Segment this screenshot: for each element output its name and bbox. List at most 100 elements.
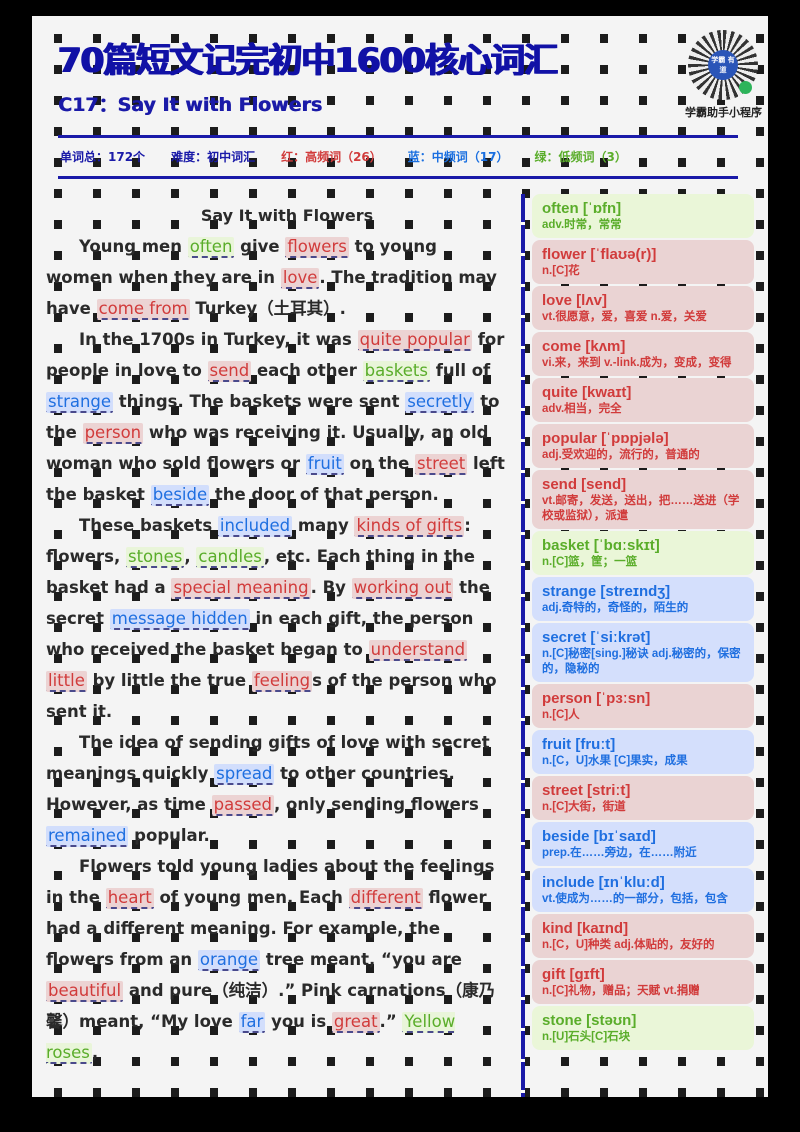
paragraph: The idea of sending gifts of love with s… [46,727,508,851]
vocab-word: basket [ˈbɑːskɪt] [542,537,660,554]
highlighted-word[interactable]: flowers [285,237,349,258]
passage-text: The idea of sending gifts of love with s… [46,733,490,783]
highlighted-word[interactable]: remained [46,826,129,847]
passage-text: popular. [128,826,210,845]
vocab-card[interactable]: come [kʌm] vi.来，来到 v.-link.成为，变成，变得 [532,332,754,376]
highlighted-word[interactable]: feeling [251,671,313,692]
header: 70篇短文记完初中1600核心词汇 C17：Say It with Flower… [58,40,738,117]
mini-program-icon [739,81,752,94]
passage-text: the secret [46,578,490,628]
highlighted-word[interactable]: quite popular [357,330,472,351]
highlighted-word[interactable]: often [187,237,235,258]
passage-text: of young men. Each [153,888,349,907]
paragraph: Young men often give flowers to young wo… [46,231,508,324]
vocab-definition: n.[U]石头[C]石块 [542,1031,631,1043]
highlighted-word[interactable]: special meaning [171,578,311,599]
vocab-card[interactable]: flower [ˈflaʊə(r)] n.[C]花 [532,240,754,284]
vocab-card[interactable]: love [lʌv] vt.很愿意，爱，喜爱 n.爱，关爱 [532,286,754,330]
passage-text: to other countries. However, as time [46,764,455,814]
qr-label: 学霸助手小程序 [685,106,762,119]
qr-logo: 学霸 有道 [708,50,738,80]
vocab-card[interactable]: kind [kaɪnd] n.[C，U]种类 adj.体贴的，友好的 [532,914,754,958]
vocab-definition: n.[C]秘密[sing.]秘诀 adj.秘密的，保密的，隐秘的 [542,648,741,675]
highlighted-word[interactable]: far [238,1012,266,1033]
vocab-word: person [ˈpɜːsn] [542,690,651,707]
vocab-card[interactable]: quite [kwaɪt] adv.相当，完全 [532,378,754,422]
page-title: 70篇短文记完初中1600核心词汇 [58,41,558,81]
highlighted-word[interactable]: spread [214,764,275,785]
passage-text: These baskets [79,516,218,535]
qr-code-icon[interactable]: 学霸 有道 [688,30,758,100]
passage-text: tree meant, “you are [260,950,462,969]
highlighted-word[interactable]: beside [150,485,210,506]
vocab-card[interactable]: basket [ˈbɑːskɪt] n.[C]篮，筐；一篮 [532,531,754,575]
vocab-word: often [ˈɒfn] [542,200,622,217]
highlighted-word[interactable]: great [331,1012,380,1033]
stat-level: 难度：初中词汇 [171,150,256,164]
vocab-word: send [send] [542,476,627,493]
vocab-card[interactable]: gift [gɪft] n.[C]礼物，赠品；天赋 vt.捐赠 [532,960,754,1004]
vocab-card[interactable]: secret [ˈsiːkrət] n.[C]秘密[sing.]秘诀 adj.秘密… [532,623,754,682]
vocab-word: strange [streɪndʒ] [542,583,671,600]
highlighted-word[interactable]: different [348,888,423,909]
vocab-card[interactable]: often [ˈɒfn] adv.时常，常常 [532,194,754,238]
highlighted-word[interactable]: beautiful [46,981,124,1002]
passage-text: , etc. Each thing in the basket had a [46,547,475,597]
highlighted-word[interactable]: send [207,361,252,382]
passage-text: each other [251,361,363,380]
stat-green: 绿：低频词（3） [534,150,627,164]
vocab-card[interactable]: popular [ˈpɒpjələ] adj.受欢迎的，流行的，普通的 [532,424,754,468]
vocab-card[interactable]: beside [bɪˈsaɪd] prep.在……旁边，在……附近 [532,822,754,866]
vocab-card[interactable]: person [ˈpɜːsn] n.[C]人 [532,684,754,728]
highlighted-word[interactable]: understand [368,640,468,661]
vocab-word: popular [ˈpɒpjələ] [542,430,669,447]
stat-blue: 蓝：中频词（17） [407,150,509,164]
highlighted-word[interactable]: come from [96,299,190,320]
highlighted-word[interactable]: candles [196,547,264,568]
vocab-definition: vt.很愿意，爱，喜爱 n.爱，关爱 [542,311,707,323]
highlighted-word[interactable]: heart [105,888,154,909]
vocab-word: street [striːt] [542,782,631,799]
vocab-definition: adj.受欢迎的，流行的，普通的 [542,449,700,461]
vocab-card[interactable]: send [send] vt.邮寄，发送，送出，把……送进（学校或监狱），派遣 [532,470,754,529]
vocab-word: come [kʌm] [542,338,626,355]
highlighted-word[interactable]: person [82,423,144,444]
vocab-definition: vt.使成为……的一部分，包括，包含 [542,893,728,905]
highlighted-word[interactable]: orange [197,950,260,971]
highlighted-word[interactable]: fruit [305,454,344,475]
highlighted-word[interactable]: kinds of gifts [354,516,465,537]
highlighted-word[interactable]: baskets [362,361,430,382]
vocab-card[interactable]: fruit [fruːt] n.[C，U]水果 [C]果实，成果 [532,730,754,774]
passage-text: to young women when they are in [46,237,437,287]
vocab-card[interactable]: street [striːt] n.[C]大街，街道 [532,776,754,820]
passage-text: the door of that person. [209,485,439,504]
passage-text: things. The baskets were sent [113,392,406,411]
passage-text: . The tradition may have [46,268,497,318]
passage-text: , only sending flowers [274,795,479,814]
highlighted-word[interactable]: working out [351,578,454,599]
highlighted-word[interactable]: strange [46,392,114,413]
highlighted-word[interactable]: little [46,671,87,692]
vocab-word: kind [kaɪnd] [542,920,629,937]
vocab-definition: n.[C，U]水果 [C]果实，成果 [542,755,688,767]
passage-text: : flowers, [46,516,471,566]
highlighted-word[interactable]: secretly [405,392,475,413]
highlighted-word[interactable]: love [280,268,320,289]
vocab-card[interactable]: stone [stəʊn] n.[U]石头[C]石块 [532,1006,754,1050]
highlighted-word[interactable]: message hidden [109,609,250,630]
passage-text: Flowers told young ladies about the feel… [46,857,495,907]
column-divider [521,194,525,1097]
passage-text: Turkey（土耳其）. [189,299,346,318]
vocab-card[interactable]: include [ɪnˈkluːd] vt.使成为……的一部分，包括，包含 [532,868,754,912]
passage-text: , [91,1043,99,1062]
stat-red: 红：高频词（26） [281,150,382,164]
vocab-definition: adv.相当，完全 [542,403,622,415]
highlighted-word[interactable]: street [415,454,468,475]
vocab-word: quite [kwaɪt] [542,384,632,401]
highlighted-word[interactable]: included [217,516,293,537]
passage-text: flower had a different meaning. For exam… [46,888,487,969]
highlighted-word[interactable]: stones [125,547,185,568]
highlighted-word[interactable]: passed [211,795,275,816]
vocab-card[interactable]: strange [streɪndʒ] adj.奇特的，奇怪的，陌生的 [532,577,754,621]
vocab-definition: vi.来，来到 v.-link.成为，变成，变得 [542,357,732,369]
